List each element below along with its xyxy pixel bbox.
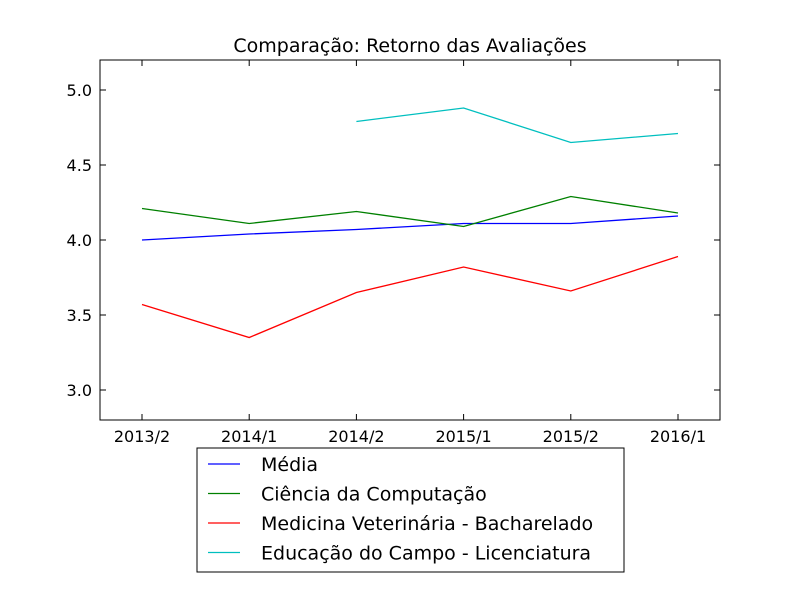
y-tick-label: 3.5 [67, 306, 92, 325]
series-line-1 [141, 195, 679, 228]
plot-area [141, 107, 679, 339]
y-tick-label: 4.0 [67, 231, 92, 250]
x-tick-label: 2014/2 [328, 427, 384, 446]
series-line-2 [141, 255, 679, 339]
axes: 3.0 3.5 4.0 4.5 5.0 2013/2 2014/1 2014/2 2015/1 2… [67, 59, 721, 446]
legend-label: Medicina Veterinária - Bacharelado [261, 513, 593, 535]
plot-frame [99, 59, 721, 421]
legend-box [196, 447, 625, 573]
series-line-3 [356, 107, 679, 144]
x-tick-label: 2016/1 [650, 427, 706, 446]
legend: Média Ciência da Computação Medicina Veter… [196, 447, 625, 573]
x-tick-label: 2015/1 [435, 427, 491, 446]
y-tick-label: 5.0 [67, 81, 92, 100]
legend-label: Ciência da Computação [261, 484, 487, 506]
x-tick-label: 2013/2 [114, 427, 170, 446]
series-line-0 [141, 215, 679, 241]
chart-title: Comparação: Retorno das Avaliações [233, 35, 586, 57]
x-tick-label: 2014/1 [221, 427, 277, 446]
legend-label: Média [261, 454, 318, 476]
y-tick-label: 4.5 [67, 156, 92, 175]
x-tick-label: 2015/2 [543, 427, 599, 446]
y-tick-label: 3.0 [67, 381, 92, 400]
legend-label: Educação do Campo - Licenciatura [261, 543, 591, 565]
